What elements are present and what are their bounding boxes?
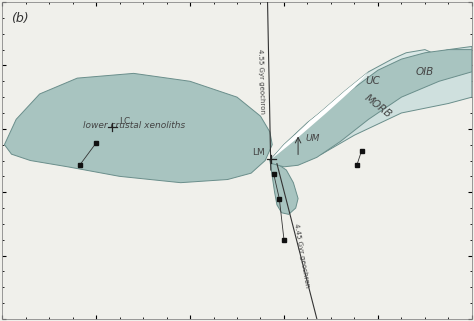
PathPatch shape [4,74,272,183]
Text: 4.45 Gyr geochron: 4.45 Gyr geochron [293,223,310,288]
PathPatch shape [270,47,472,164]
Text: 4.55 Gyr geochron: 4.55 Gyr geochron [257,49,265,114]
Text: LC: LC [119,117,131,126]
PathPatch shape [270,50,472,167]
Text: MORB: MORB [363,93,393,120]
PathPatch shape [270,50,439,164]
Text: lower crustal xenoliths: lower crustal xenoliths [82,121,185,130]
Text: UM: UM [305,134,319,143]
PathPatch shape [270,160,298,214]
PathPatch shape [284,108,326,146]
Text: UC: UC [366,76,381,86]
PathPatch shape [270,72,369,160]
Text: (b): (b) [11,12,29,25]
Text: OIB: OIB [416,67,434,77]
Text: LM: LM [253,148,265,157]
